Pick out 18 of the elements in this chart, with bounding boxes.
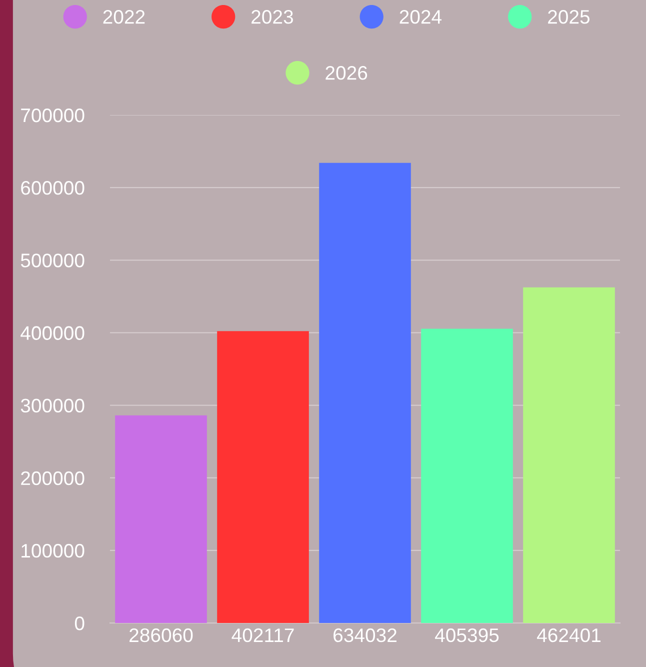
legend-label: 2024 [400, 10, 442, 24]
legend-label: 2022 [103, 10, 145, 24]
x-tick-label: 405395 [435, 628, 499, 642]
y-tick-label: 400000 [20, 326, 84, 340]
y-tick-label: 200000 [21, 471, 84, 486]
x-tick-label: 462401 [537, 628, 600, 642]
y-tick-label: 500000 [20, 254, 84, 268]
legend-label: 2026 [326, 66, 368, 80]
y-tick-label: 300000 [20, 398, 84, 413]
y-tick-label: 100000 [22, 544, 84, 558]
x-tick-label: 634032 [334, 628, 396, 642]
x-tick-label: 286060 [130, 628, 193, 642]
y-tick-label: 600000 [21, 181, 84, 195]
legend-label: 2023 [252, 10, 293, 24]
y-tick-label: 700000 [21, 108, 84, 122]
y-tick-label: 0 [74, 616, 84, 630]
legend-label: 2025 [548, 10, 590, 24]
x-tick-label: 402117 [232, 628, 294, 642]
